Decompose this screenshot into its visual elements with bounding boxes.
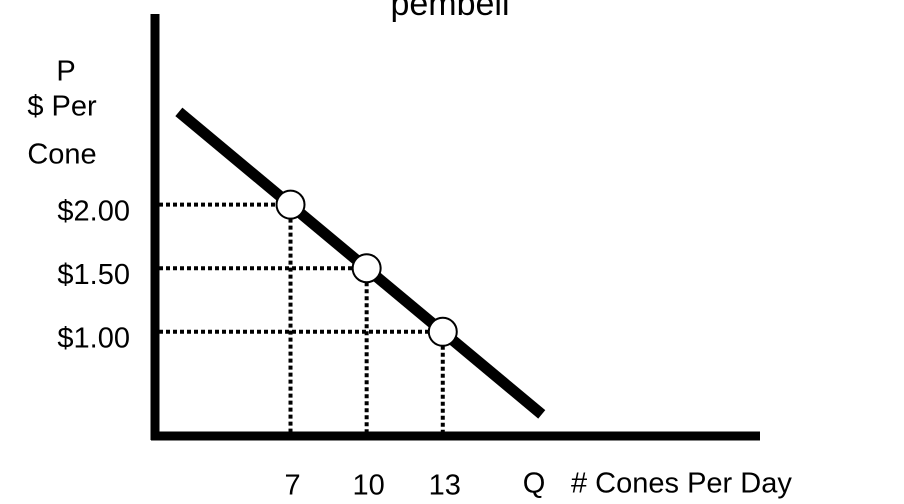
y-tick-label: $1.00 (57, 322, 130, 354)
x-axis-label: # Cones Per Day (571, 468, 792, 500)
y-axis-symbol: P (56, 56, 75, 88)
x-tick-label: 7 (284, 470, 300, 502)
y-axis-label: Cone (27, 139, 96, 171)
point (427, 316, 458, 347)
x-axis-symbol: Q (523, 468, 546, 500)
x-tick-label: 13 (429, 470, 461, 502)
point (275, 189, 306, 220)
y-tick-label: $2.00 (57, 195, 130, 227)
y-axis-label: $ Per (27, 91, 97, 123)
chart-title: pembeli (390, 0, 509, 23)
x-tick-label: 10 (353, 470, 385, 502)
point (351, 253, 382, 284)
y-tick-label: $1.50 (57, 259, 130, 291)
